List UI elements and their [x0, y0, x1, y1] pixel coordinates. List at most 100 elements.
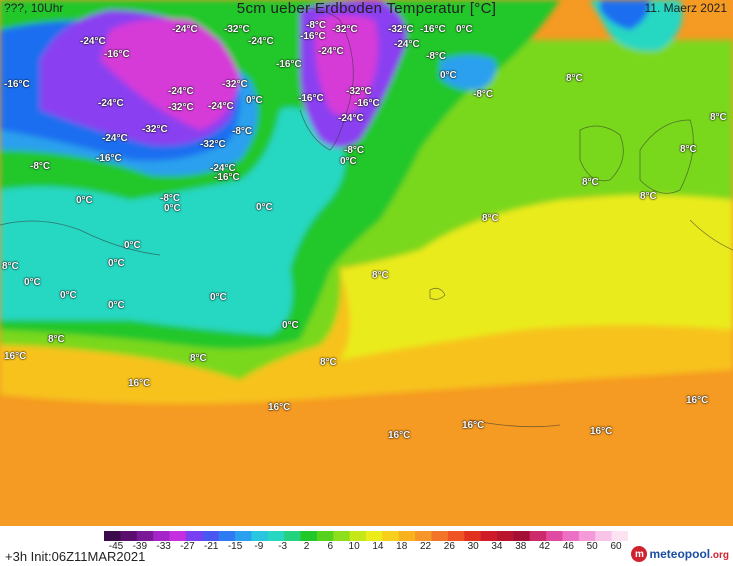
- isotherm-label: 0°C: [76, 195, 93, 206]
- isotherm-label: 0°C: [24, 277, 41, 288]
- isotherm-label: -32°C: [388, 24, 414, 35]
- isotherm-label: -16°C: [300, 31, 326, 42]
- scale-swatch: [415, 531, 433, 541]
- isotherm-label: -8°C: [30, 161, 51, 172]
- scale-tick-label: -3: [278, 541, 288, 552]
- isotherm-label: 8°C: [710, 112, 727, 123]
- scale-swatch: [316, 531, 334, 541]
- isotherm-label: -16°C: [96, 153, 122, 164]
- isotherm-label: 0°C: [440, 70, 457, 81]
- temperature-field: [0, 0, 733, 526]
- isotherm-label: 0°C: [340, 156, 357, 167]
- isotherm-label: -16°C: [4, 79, 30, 90]
- isotherm-label: 8°C: [566, 73, 583, 84]
- isotherm-label: -24°C: [80, 36, 106, 47]
- isotherm-label: -24°C: [168, 86, 194, 97]
- scale-swatch: [267, 531, 285, 541]
- isotherm-label: 16°C: [388, 430, 411, 441]
- isotherm-label: -16°C: [104, 49, 130, 60]
- scale-tick-label: -39: [132, 541, 148, 552]
- isotherm-label: 8°C: [372, 270, 389, 281]
- scale-swatch: [169, 531, 187, 541]
- scale-swatch: [251, 531, 269, 541]
- scale-swatch: [235, 531, 252, 541]
- scale-tick-label: -27: [180, 541, 195, 552]
- isotherm-label: -16°C: [298, 93, 324, 104]
- logo-tld: .org: [710, 550, 729, 561]
- isotherm-label: 8°C: [2, 261, 19, 272]
- scale-swatch: [349, 531, 367, 541]
- scale-swatch: [595, 531, 613, 541]
- scale-swatch: [497, 531, 514, 541]
- scale-tick-label: 38: [515, 541, 527, 552]
- scale-tick-label: 10: [348, 541, 360, 552]
- isotherm-label: 16°C: [686, 395, 709, 406]
- isotherm-label: -8°C: [306, 20, 327, 31]
- isotherm-label: -24°C: [98, 98, 124, 109]
- scale-swatch: [366, 531, 383, 541]
- init-time: +3h Init:06Z11MAR2021: [5, 549, 146, 564]
- scale-swatch: [398, 531, 416, 541]
- logo-main: meteopool: [649, 547, 711, 561]
- scale-swatch: [120, 531, 138, 541]
- scale-swatch: [218, 531, 236, 541]
- isotherm-label: -24°C: [102, 133, 128, 144]
- isotherm-label: -16°C: [354, 98, 380, 109]
- isotherm-label: 8°C: [190, 353, 207, 364]
- isotherm-label: -32°C: [346, 86, 372, 97]
- isotherm-label: -24°C: [394, 39, 420, 50]
- isotherm-label: -16°C: [214, 172, 240, 183]
- isotherm-label: 0°C: [124, 240, 141, 251]
- isotherm-label: 0°C: [282, 320, 299, 331]
- scale-tick-label: -15: [227, 541, 243, 552]
- isotherm-label: -32°C: [200, 139, 226, 150]
- isotherm-label: 0°C: [456, 24, 473, 35]
- scale-tick-label: 14: [372, 541, 384, 552]
- map-date: 11. Maerz 2021: [644, 1, 728, 15]
- isotherm-label: -16°C: [276, 59, 302, 70]
- scale-swatch: [562, 531, 580, 541]
- scale-swatch: [529, 531, 547, 541]
- isotherm-label: 0°C: [256, 202, 273, 213]
- isotherm-label: 16°C: [590, 426, 613, 437]
- map-title: 5cm ueber Erdboden Temperatur [°C]: [236, 0, 497, 17]
- isotherm-label: 8°C: [48, 334, 65, 345]
- scale-swatch: [284, 531, 302, 541]
- scale-swatch: [202, 531, 220, 541]
- scale-swatch: [480, 531, 498, 541]
- isotherm-label: -8°C: [232, 126, 253, 137]
- isotherm-label: -8°C: [344, 145, 365, 156]
- isotherm-label: -24°C: [210, 163, 236, 174]
- scale-tick-label: 26: [443, 541, 455, 552]
- isotherm-label: 16°C: [462, 420, 485, 431]
- isotherm-label: -32°C: [224, 24, 250, 35]
- color-scale-labels: -45 -39 -33 -27 -21 -15 -9 -3 2 6 10 14 18 22 26 30 34 38…: [104, 541, 644, 553]
- isotherm-label: -32°C: [142, 124, 168, 135]
- isotherm-label: 0°C: [210, 292, 227, 303]
- scale-swatch: [546, 531, 564, 541]
- scale-swatch: [185, 531, 203, 541]
- header: ???, 10Uhr 5cm ueber Erdboden Temperatur…: [0, 0, 733, 20]
- scale-swatch: [611, 531, 628, 541]
- isotherm-label: 0°C: [108, 258, 125, 269]
- scale-swatch: [464, 531, 482, 541]
- isotherm-label: 0°C: [164, 203, 181, 214]
- isotherm-label: 8°C: [320, 357, 337, 368]
- scale-tick-label: 2: [303, 541, 310, 552]
- color-scale-bar: [104, 531, 628, 541]
- scale-swatch: [447, 531, 465, 541]
- temperature-map: -24°C -32°C -8°C -32°C -32°C -16°C 0°C -16°C -24…: [0, 0, 733, 526]
- isotherm-label: 0°C: [108, 300, 125, 311]
- meteopool-logo[interactable]: m meteopool.org: [631, 543, 729, 565]
- isotherm-label: 0°C: [60, 290, 77, 301]
- scale-tick-label: 30: [467, 541, 479, 552]
- isotherm-label: -24°C: [208, 101, 234, 112]
- isotherm-label: -32°C: [222, 79, 248, 90]
- scale-swatch: [431, 531, 449, 541]
- isotherm-label: 16°C: [4, 351, 27, 362]
- isotherm-label: 16°C: [268, 402, 291, 413]
- scale-tick-label: -9: [254, 541, 264, 552]
- scale-swatch: [104, 531, 121, 541]
- isotherm-label: 8°C: [582, 177, 599, 188]
- scale-tick-label: 50: [586, 541, 598, 552]
